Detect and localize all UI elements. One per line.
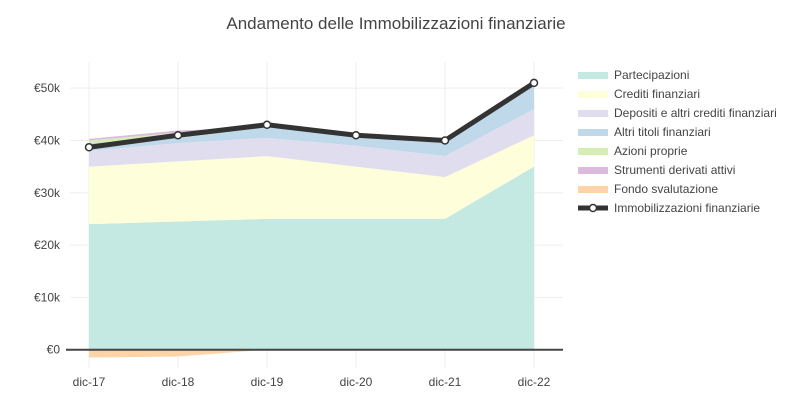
legend-label: Strumenti derivati attivi [614,163,735,177]
area-series-4 [89,82,534,144]
legend-item[interactable]: Depositi e altri crediti finanziari [578,106,777,120]
legend-swatch [578,186,608,193]
area-series-5 [89,82,534,141]
y-tick-label: €40k [34,133,61,147]
area-series-1 [89,135,534,225]
area-series-0 [89,166,534,350]
legend-label: Altri titoli finanziari [614,125,711,139]
x-tick-label: dic-18 [162,375,195,389]
legend-marker [588,203,598,213]
y-tick-label: €50k [34,81,61,95]
area-series-2 [89,109,534,178]
line-marker[interactable] [84,143,94,152]
line-marker[interactable] [529,78,539,88]
line-immobilizzazioni-finanziarie [88,80,536,150]
area-series-3 [89,82,534,157]
line-marker[interactable] [440,136,450,145]
legend-swatch [578,110,608,117]
line-marker[interactable] [173,130,183,140]
legend-swatch [578,91,608,98]
x-axis: dic-17 dic-18 dic-19 dic-20 dic-21 dic-22 [73,375,551,389]
x-tick-label: dic-20 [340,375,373,389]
legend-swatch [578,148,608,155]
total-line-group [84,78,539,152]
legend-item[interactable]: Crediti finanziari [578,87,700,101]
legend-item[interactable]: Partecipazioni [578,68,689,82]
legend-label: Depositi e altri crediti finanziari [614,106,777,120]
legend-item[interactable]: Fondo svalutazione [578,182,718,196]
y-tick-label: €30k [34,186,61,200]
x-tick-label: dic-21 [429,375,462,389]
legend-label: Immobilizzazioni finanziarie [614,201,760,215]
legend-label: Azioni proprie [614,144,688,158]
legend-swatch [578,167,608,174]
legend-item[interactable]: Strumenti derivati attivi [578,163,735,177]
x-tick-label: dic-22 [518,375,551,389]
legend-label: Fondo svalutazione [614,182,718,196]
stacked-areas [89,82,534,358]
legend-swatch [578,129,608,136]
y-tick-label: €10k [34,290,61,304]
legend-label: Crediti finanziari [614,87,700,101]
legend-item[interactable]: Immobilizzazioni finanziarie [578,201,760,215]
y-tick-label: €20k [34,238,61,252]
legend-swatch [578,72,608,79]
line-marker[interactable] [351,130,361,140]
x-tick-label: dic-17 [73,375,106,389]
line-marker[interactable] [262,120,272,130]
area-fondo-svalutazione [89,349,534,358]
chart-title: Andamento delle Immobilizzazioni finanzi… [226,14,565,33]
legend-label: Partecipazioni [614,68,689,82]
legend-item[interactable]: Azioni proprie [578,144,688,158]
legend-item[interactable]: Altri titoli finanziari [578,125,711,139]
y-axis: €0 €10k €20k €30k €40k €50k [34,81,61,357]
legend[interactable]: Partecipazioni Crediti finanziari Depositi… [578,68,777,215]
x-tick-label: dic-19 [251,375,284,389]
y-tick-label: €0 [47,343,61,357]
